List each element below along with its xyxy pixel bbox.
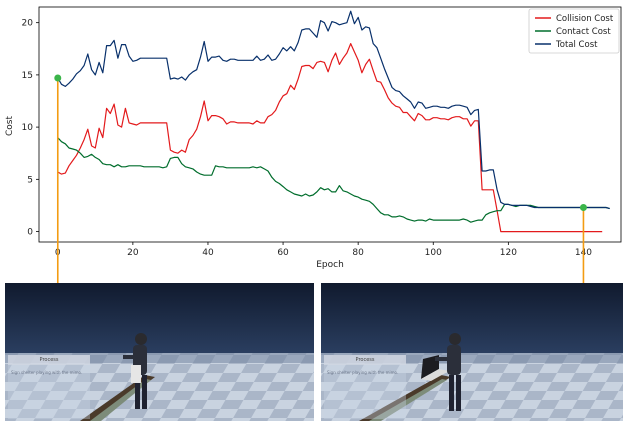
epoch-marker-point	[579, 204, 587, 212]
scene-overlay-panel: Process Sign shelter playing with the mi…	[8, 355, 90, 419]
legend-label: Collision Cost	[556, 14, 614, 24]
y-tick-label: 15	[22, 71, 33, 81]
y-tick-label: 5	[27, 175, 33, 185]
x-tick-label: 40	[202, 248, 214, 258]
series-group	[57, 10, 610, 233]
plot-frame	[38, 6, 622, 243]
legend-label: Contact Cost	[556, 27, 611, 37]
legend-box	[528, 8, 620, 54]
overlay-text: Sign shelter playing with the mimo.	[11, 370, 83, 375]
series-line-total-cost	[57, 10, 610, 210]
robot-figure	[123, 333, 147, 409]
scene-panel-start: Process Sign shelter playing with the mi…	[5, 283, 314, 421]
y-axis-label: Cost	[5, 116, 15, 136]
scene-panel-end: Process Sign shelter playing with the mi…	[321, 283, 623, 421]
legend-label: Total Cost	[555, 40, 598, 50]
x-tick-label: 100	[425, 248, 442, 258]
epoch-marker-point	[54, 74, 62, 82]
scene-overlay-panel: Process Sign shelter playing with the mi…	[324, 355, 406, 419]
x-tick-label: 120	[500, 248, 517, 258]
legend: Collision Cost Contact Cost Total Cost	[528, 8, 620, 54]
robot-figure	[435, 333, 461, 411]
series-line-contact-cost	[57, 137, 610, 223]
table-graphic	[359, 375, 451, 421]
y-tick-label: 10	[22, 123, 34, 133]
x-axis-label: Epoch	[316, 260, 344, 270]
x-tick-label: 80	[352, 248, 364, 258]
x-tick-label: 60	[277, 248, 289, 258]
plot-area	[38, 6, 622, 243]
cost-chart: Epoch Cost 02040608010012014005101520 Co…	[5, 6, 622, 283]
y-tick-label: 0	[27, 228, 33, 238]
series-line-collision-cost	[57, 42, 603, 233]
x-tick-label: 20	[127, 248, 139, 258]
overlay-text: Sign shelter playing with the mimo.	[327, 370, 399, 375]
y-tick-label: 20	[22, 19, 34, 29]
axes: Epoch Cost 02040608010012014005101520	[5, 19, 592, 270]
overlay-title: Process	[8, 355, 90, 365]
connector-lines	[54, 74, 587, 283]
laptop-graphic	[421, 355, 449, 381]
scene-render-end	[321, 283, 623, 421]
overlay-title: Process	[324, 355, 406, 365]
